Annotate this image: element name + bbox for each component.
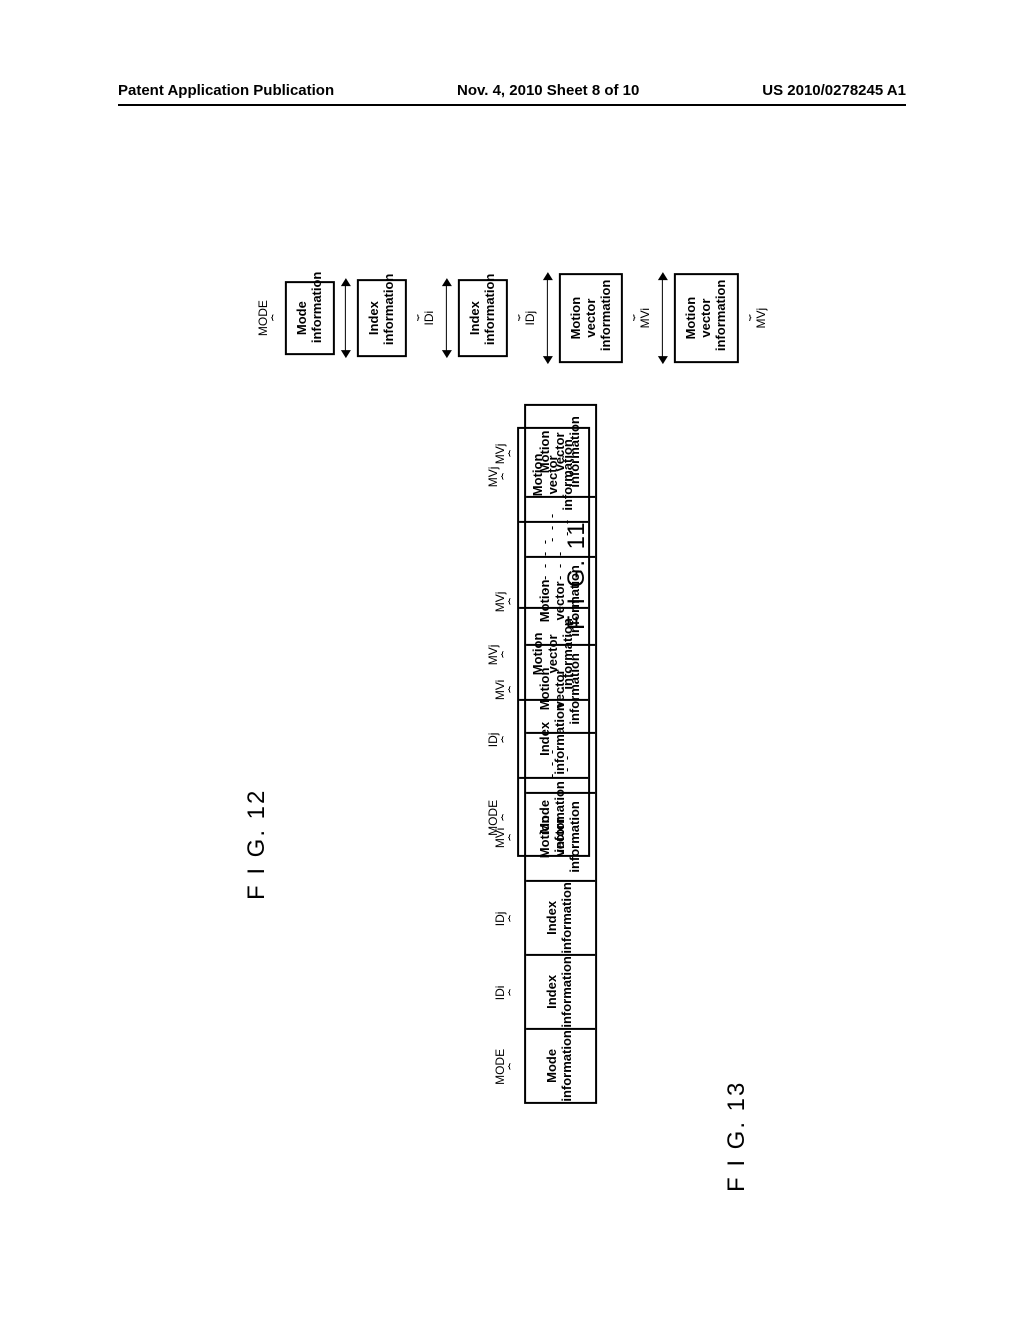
fig13-table-wrap: MODE⏞IDi⏞IDj⏞MVi⏞MVi⏞MVj⏞MVj⏞ Modeinform… [493, 404, 597, 1104]
curly-brace-icon: ⏟ [623, 315, 636, 321]
curly-brace-icon: ⏟ [508, 315, 521, 321]
fig11-mvj-tag: MVj [754, 308, 768, 329]
fig13-header-4 [493, 734, 524, 794]
fig12-caption: F I G. 12 [243, 789, 271, 900]
fig13-cell-5: Motion vectorinformation [526, 644, 595, 732]
fig13-cell-8: Motion vectorinformation [526, 408, 595, 496]
curly-brace-icon: ⏟ [739, 315, 752, 321]
fig13-header-7 [493, 498, 524, 558]
fig11-idi-tag: IDi [422, 311, 436, 326]
fig13-header-row: MODE⏞IDi⏞IDj⏞MVi⏞MVi⏞MVj⏞MVj⏞ [493, 404, 524, 1104]
header-rule [118, 104, 906, 106]
fig13-header-5: MVi⏞ [493, 646, 524, 734]
fig13-header-1: IDi⏞ [493, 956, 524, 1030]
header-left: Patent Application Publication [118, 82, 334, 99]
fig11-idj-box: Indexinformation [458, 279, 508, 357]
fig13-cell-1: Indexinformation [526, 954, 595, 1028]
fig11-mode-box: Modeinformation [285, 281, 335, 355]
fig11-idj-tag: IDj [523, 311, 537, 326]
fig11-mvi-tag: MVi [638, 308, 652, 328]
fig11-idi-box: Indexinformation [357, 279, 407, 357]
fig13-header-3: MVi⏞ [493, 794, 524, 882]
fig11-mvi-box: Motion vectorinformation [559, 273, 624, 363]
fig13-header-0: MODE⏞ [493, 1030, 524, 1104]
fig13-cell-6: Motion vectorinformation [526, 556, 595, 644]
fig13-cell-0: Modeinformation [526, 1028, 595, 1102]
fig13-cell-4: - - - - - [526, 732, 595, 792]
fig11-mvj-box: Motion vectorinformation [674, 273, 739, 363]
fig13-header-6: MVj⏞ [493, 558, 524, 646]
page-header: Patent Application Publication Nov. 4, 2… [0, 82, 1024, 99]
fig13-header-8: MVj⏞ [493, 410, 524, 498]
curly-brace-icon: ⏞ [272, 315, 285, 321]
fig13-cell-2: Indexinformation [526, 880, 595, 954]
header-right: US 2010/0278245 A1 [762, 82, 906, 99]
fig13-table: ModeinformationIndexinformationIndexinfo… [524, 404, 597, 1104]
fig13-cell-3: Motion vectorinformation [526, 792, 595, 880]
fig13-caption: F I G. 13 [723, 1081, 751, 1192]
figure-13: MODE⏞IDi⏞IDj⏞MVi⏞MVi⏞MVj⏞MVj⏞ Modeinform… [135, 942, 889, 1202]
curly-brace-icon: ⏟ [407, 315, 420, 321]
fig11-mode-tag: MODE [256, 300, 270, 336]
fig13-header-2: IDj⏞ [493, 882, 524, 956]
fig13-cell-7: - - - - - [526, 496, 595, 556]
header-center: Nov. 4, 2010 Sheet 8 of 10 [457, 82, 639, 99]
